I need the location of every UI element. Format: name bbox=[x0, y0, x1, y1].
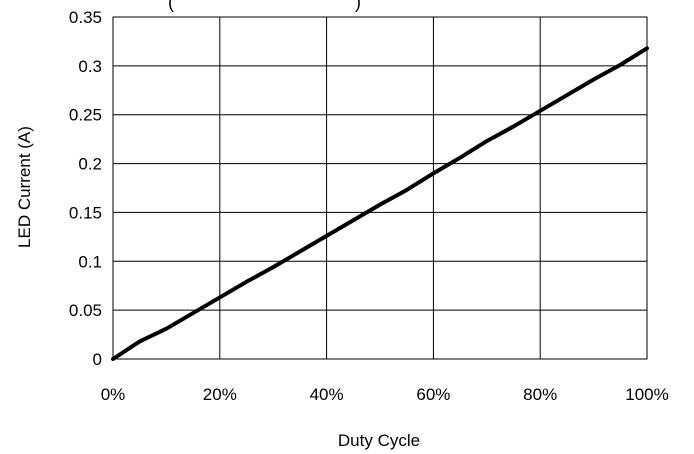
tick-labels: 0% 20% 40% 60% 80% 100% 0 0.05 0.1 0.15 0.2 0.25 0.3… bbox=[69, 8, 669, 404]
y-tick-label: 0.2 bbox=[78, 155, 102, 174]
y-tick-label: 0.3 bbox=[78, 57, 102, 76]
y-tick-label: 0.35 bbox=[69, 8, 102, 27]
x-tick-label: 80% bbox=[523, 385, 557, 404]
y-axis-title: LED Current (A) bbox=[15, 126, 34, 248]
y-tick-label: 0.05 bbox=[69, 301, 102, 320]
y-tick-label: 0.25 bbox=[69, 106, 102, 125]
chart-title-start: ( bbox=[168, 0, 174, 12]
x-axis-title: Duty Cycle bbox=[338, 431, 420, 450]
y-tick-label: 0.15 bbox=[69, 203, 102, 222]
series-layer bbox=[111, 46, 649, 361]
chart-title-end: ) bbox=[355, 0, 361, 12]
y-tick-label: 0 bbox=[93, 350, 102, 369]
y-tick-label: 0.1 bbox=[78, 252, 102, 271]
x-tick-label: 20% bbox=[203, 385, 237, 404]
x-tick-label: 0% bbox=[101, 385, 126, 404]
x-tick-label: 100% bbox=[625, 385, 668, 404]
x-tick-label: 40% bbox=[310, 385, 344, 404]
grid bbox=[112, 16, 648, 360]
x-tick-label: 60% bbox=[416, 385, 450, 404]
plot-area-frame bbox=[112, 16, 648, 360]
series-line bbox=[111, 46, 649, 361]
